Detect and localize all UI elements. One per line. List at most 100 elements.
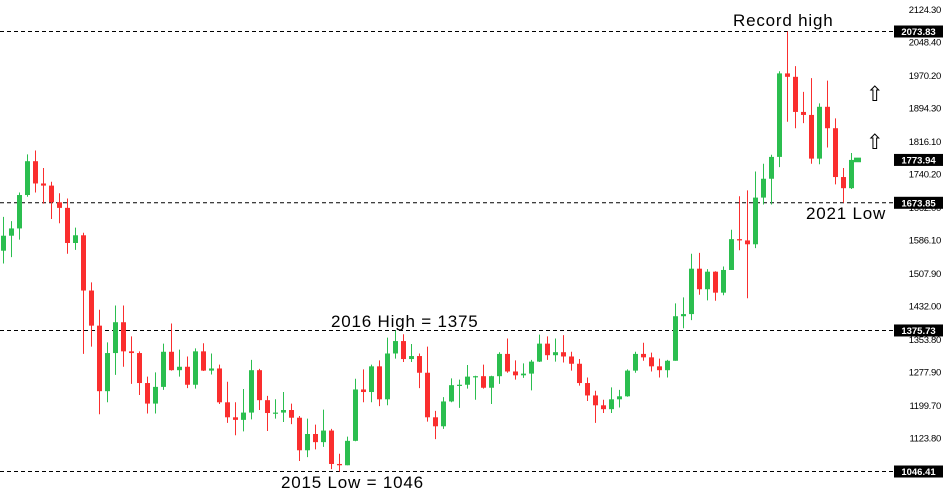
candle-body — [241, 412, 246, 420]
candle-body — [529, 361, 534, 374]
candle-body — [161, 351, 166, 387]
y-axis-tick: 2048.40 — [909, 38, 941, 49]
y-axis-tick: 1432.00 — [909, 302, 941, 313]
candle-body — [153, 386, 158, 404]
candle-body — [441, 401, 446, 427]
price-level-label: 1375.73 — [901, 326, 935, 337]
candle-body — [81, 235, 86, 291]
candle-body — [113, 322, 118, 354]
candle-body — [569, 356, 574, 364]
candle-body — [425, 372, 430, 418]
candle-body — [449, 385, 454, 402]
y-axis-tick: 1894.30 — [909, 104, 941, 115]
price-level-label-box — [894, 153, 943, 166]
candle-body — [273, 412, 278, 414]
candle-body — [593, 395, 598, 406]
candle-body — [641, 353, 646, 358]
candle-body — [201, 351, 206, 371]
candle-body — [649, 357, 654, 367]
candle-body — [249, 370, 254, 413]
candle-body — [697, 268, 702, 290]
candle-body — [729, 239, 734, 270]
candle-body — [225, 402, 230, 418]
candle-body — [417, 356, 422, 373]
candle-body — [665, 360, 670, 371]
price-level-label: 1773.94 — [901, 156, 936, 167]
candle-body — [145, 383, 150, 404]
candle-body — [673, 316, 678, 361]
candle-body — [457, 384, 462, 386]
candle-body — [169, 351, 174, 371]
candle-body — [809, 114, 814, 159]
y-axis-tick: 1586.10 — [909, 236, 941, 247]
candle-body — [753, 197, 758, 245]
candle-body — [545, 343, 550, 356]
candle-body — [49, 185, 54, 203]
y-axis-tick: 2124.30 — [909, 5, 941, 16]
candle-body — [537, 343, 542, 362]
candle-body — [369, 366, 374, 393]
candle-body — [777, 73, 782, 157]
candle-body — [681, 314, 686, 317]
candle-body — [257, 370, 262, 401]
y-axis-tick: 1507.90 — [909, 269, 941, 280]
candle-body — [497, 353, 502, 377]
candle-body — [337, 463, 342, 466]
candle-body — [833, 128, 838, 178]
candle-body — [609, 399, 614, 410]
candle-body — [657, 366, 662, 371]
candle-body — [9, 228, 14, 236]
candle-body — [745, 240, 750, 245]
price-level-label-box — [894, 324, 943, 337]
candle-body — [41, 183, 46, 186]
candle-body — [849, 159, 854, 189]
y-axis-tick: 1277.90 — [909, 368, 941, 379]
y-axis-tick: 1123.80 — [909, 434, 941, 445]
price-level-label-box — [894, 465, 943, 478]
candle-body — [297, 417, 302, 451]
candle-body — [625, 370, 630, 397]
candle-body — [769, 156, 774, 179]
y-axis-tick: 1816.10 — [909, 137, 941, 148]
candle-body — [121, 322, 126, 352]
candle-body — [817, 106, 822, 159]
candle-body — [633, 353, 638, 371]
candle-body — [481, 376, 486, 388]
candle-body — [209, 368, 214, 371]
price-level-label: 1046.41 — [901, 467, 936, 478]
candle-body — [217, 368, 222, 403]
candle-body — [793, 76, 798, 112]
candle-body — [361, 389, 366, 393]
candle-body — [105, 353, 110, 392]
candle-body — [25, 161, 30, 196]
candle-body — [137, 353, 142, 384]
candle-body — [473, 376, 478, 378]
candle-body — [65, 207, 70, 243]
price-level-label-box — [894, 196, 943, 209]
price-level-label: 2073.83 — [901, 27, 935, 38]
candle-body — [57, 202, 62, 208]
candle-body — [577, 363, 582, 384]
candle-body — [193, 351, 198, 385]
y-axis-tick: 1199.70 — [909, 401, 941, 412]
candle-body — [489, 376, 494, 388]
candle-body — [129, 351, 134, 354]
candle-body — [433, 417, 438, 427]
candle-body — [345, 440, 350, 466]
candle-body — [585, 383, 590, 396]
candle-body — [185, 366, 190, 385]
candle-body — [513, 371, 518, 376]
candle-body — [89, 290, 94, 326]
up-arrow-icon: ⇧ — [866, 82, 884, 106]
annotation-record-high: Record high — [733, 11, 834, 30]
price-level-label-box — [894, 25, 943, 38]
candle-body — [785, 73, 790, 77]
y-axis-tick: 1970.20 — [909, 71, 941, 82]
candle-body — [721, 269, 726, 293]
candle-body — [801, 111, 806, 115]
candle-body — [305, 433, 310, 451]
candle-body — [409, 356, 414, 360]
candle-body — [713, 271, 718, 293]
